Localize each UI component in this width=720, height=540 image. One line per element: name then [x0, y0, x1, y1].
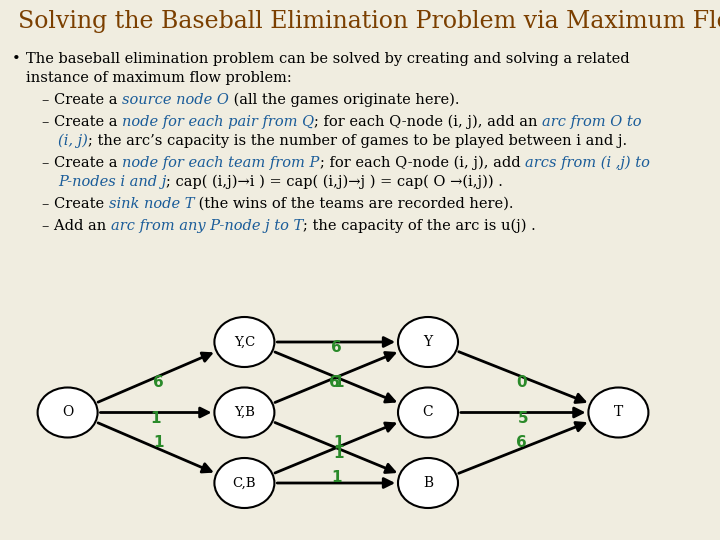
- Text: source node O: source node O: [122, 93, 229, 107]
- Text: ; cap( (i,j)→i ) = cap( (i,j)→j ) = cap( O →(i,j)) .: ; cap( (i,j)→i ) = cap( (i,j)→j ) = cap(…: [166, 175, 503, 190]
- Ellipse shape: [588, 388, 649, 437]
- Text: C: C: [423, 406, 433, 420]
- Ellipse shape: [215, 458, 274, 508]
- Text: – Add an: – Add an: [42, 219, 111, 233]
- Text: node for each team from P: node for each team from P: [122, 156, 320, 170]
- Text: B: B: [423, 476, 433, 490]
- Text: 6: 6: [328, 375, 339, 390]
- Text: arc from any P-node j to T: arc from any P-node j to T: [111, 219, 303, 233]
- Text: O: O: [62, 406, 73, 420]
- Text: 1: 1: [153, 435, 163, 450]
- Text: 5: 5: [518, 411, 528, 426]
- Text: node for each pair from Q: node for each pair from Q: [122, 115, 314, 129]
- Text: (i, j): (i, j): [58, 134, 88, 148]
- Text: ; for each Q-node (i, j), add: ; for each Q-node (i, j), add: [320, 156, 525, 171]
- Text: – Create a: – Create a: [42, 156, 122, 170]
- Ellipse shape: [215, 317, 274, 367]
- Text: 6: 6: [153, 375, 163, 390]
- Text: 1: 1: [333, 375, 343, 390]
- Text: The baseball elimination problem can be solved by creating and solving a related: The baseball elimination problem can be …: [26, 52, 629, 66]
- Text: – Create a: – Create a: [42, 115, 122, 129]
- Ellipse shape: [215, 388, 274, 437]
- Text: 6: 6: [516, 435, 526, 450]
- Text: 1: 1: [333, 446, 343, 461]
- Ellipse shape: [37, 388, 98, 437]
- Text: Y: Y: [423, 335, 433, 349]
- Text: •: •: [12, 52, 21, 66]
- Text: instance of maximum flow problem:: instance of maximum flow problem:: [26, 71, 292, 85]
- Text: 0: 0: [516, 375, 526, 390]
- Text: Y,B: Y,B: [234, 406, 255, 419]
- Text: – Create a: – Create a: [42, 93, 122, 107]
- Text: ; the capacity of the arc is u(j) .: ; the capacity of the arc is u(j) .: [303, 219, 536, 233]
- Text: Solving the Baseball Elimination Problem via Maximum Flow: Solving the Baseball Elimination Problem…: [18, 10, 720, 33]
- Text: arc from O to: arc from O to: [542, 115, 642, 129]
- Text: P-nodes i and j: P-nodes i and j: [58, 175, 166, 189]
- Ellipse shape: [398, 388, 458, 437]
- Text: 1: 1: [150, 411, 161, 426]
- Ellipse shape: [398, 458, 458, 508]
- Text: arcs from (i ,j) to: arcs from (i ,j) to: [525, 156, 649, 171]
- Text: (the wins of the teams are recorded here).: (the wins of the teams are recorded here…: [194, 197, 514, 211]
- Text: 6: 6: [330, 341, 341, 355]
- Text: sink node T: sink node T: [109, 197, 194, 211]
- Text: (all the games originate here).: (all the games originate here).: [229, 93, 459, 107]
- Text: T: T: [613, 406, 623, 420]
- Text: 1: 1: [333, 435, 343, 450]
- Text: ; the arc’s capacity is the number of games to be played between i and j.: ; the arc’s capacity is the number of ga…: [88, 134, 627, 148]
- Text: – Create: – Create: [42, 197, 109, 211]
- Ellipse shape: [398, 317, 458, 367]
- Text: Y,C: Y,C: [234, 335, 255, 348]
- Text: C,B: C,B: [233, 476, 256, 489]
- Text: 1: 1: [331, 469, 341, 484]
- Text: ; for each Q-node (i, j), add an: ; for each Q-node (i, j), add an: [314, 115, 542, 130]
